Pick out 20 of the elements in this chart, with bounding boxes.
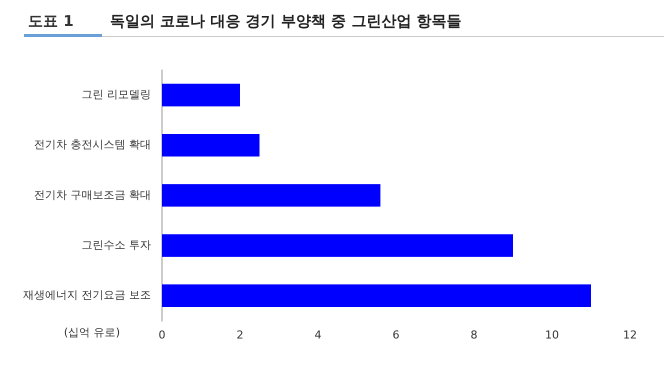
x-tick-label: 4 xyxy=(314,328,322,342)
bar xyxy=(162,184,380,207)
y-tick-label: 그린수소 투자 xyxy=(81,238,151,252)
x-tick-label: 12 xyxy=(623,328,637,342)
bar xyxy=(162,84,240,106)
x-tick-label: 0 xyxy=(158,328,166,342)
y-tick-label: 그린 리모델링 xyxy=(81,88,151,101)
y-tick-label: 전기차 구매보조금 확대 xyxy=(34,188,151,202)
y-tick-label: 재생에너지 전기요금 보조 xyxy=(22,288,151,302)
y-tick-label: 전기차 충전시스템 확대 xyxy=(34,138,151,152)
x-tick-label: 6 xyxy=(392,328,400,342)
bar xyxy=(162,134,260,157)
chart-title: 독일의 코로나 대응 경기 부양책 중 그린산업 항목들 xyxy=(110,11,462,32)
x-tick-label: 2 xyxy=(236,328,244,342)
bar xyxy=(162,284,591,308)
x-tick-label: 10 xyxy=(545,328,559,342)
bar xyxy=(162,234,513,257)
x-tick-label: 8 xyxy=(470,328,478,342)
text: 도표 1 xyxy=(24,8,102,37)
x-axis-title: (십억 유로) xyxy=(64,326,120,339)
